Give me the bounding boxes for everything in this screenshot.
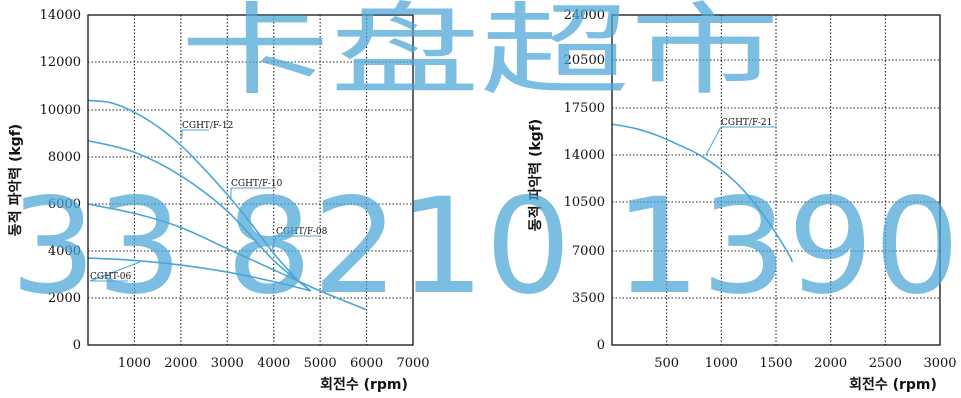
right-series-line-cght-f-21 xyxy=(611,123,794,263)
left-series-label: CGHT/F-08 xyxy=(276,227,328,237)
left-x-tick-label: 2000 xyxy=(164,356,197,371)
right-y-tick-label: 0 xyxy=(597,338,605,353)
left-x-tick-label: 4000 xyxy=(257,356,290,371)
right-x-tick-label: 500 xyxy=(654,356,679,371)
right-grid xyxy=(612,15,940,345)
right-plot-frame xyxy=(611,14,941,346)
left-series-line-cght-f-10 xyxy=(87,139,312,292)
left-y-axis-title: 동적 파악력 (kgf) xyxy=(7,124,24,236)
right-chart: CGHT/F-21 0 3500 7000 10500 14000 17500 20500 2… xyxy=(527,8,957,393)
left-series-label: CGHT-06 xyxy=(90,272,132,282)
left-chart: CGHT/F-12 CGHT/F-10 CGHT/F-08 CGHT-06 0 2000… xyxy=(7,8,430,393)
left-y-tick-label: 0 xyxy=(73,338,81,353)
left-series-label-leader xyxy=(271,235,277,251)
right-x-tick-label: 1500 xyxy=(759,356,792,371)
left-x-tick-label: 6000 xyxy=(350,356,383,371)
right-x-axis-title: 회전수 (rpm) xyxy=(849,376,937,393)
right-y-tick-label: 24000 xyxy=(564,8,605,23)
right-y-tick-label: 10500 xyxy=(564,195,605,210)
left-y-tick-label: 12000 xyxy=(40,55,81,70)
right-y-axis-title: 동적 파악력 (kgf) xyxy=(527,119,544,231)
right-tick-labels: 0 3500 7000 10500 14000 17500 20500 24000 500 100… xyxy=(564,8,957,371)
right-series-label: CGHT/F-21 xyxy=(721,118,772,128)
right-series-label-leader xyxy=(705,126,722,156)
right-x-tick-label: 2000 xyxy=(814,356,847,371)
right-y-tick-label: 20500 xyxy=(564,53,605,68)
left-series-group: CGHT/F-12 CGHT/F-10 CGHT/F-08 CGHT-06 xyxy=(87,99,367,311)
right-y-tick-label: 17500 xyxy=(564,101,605,116)
left-series-label: CGHT/F-12 xyxy=(182,121,233,131)
left-plot-frame xyxy=(87,14,414,346)
left-series-line-cght-f-12 xyxy=(87,99,312,292)
left-x-tick-label: 1000 xyxy=(118,356,151,371)
left-y-tick-label: 4000 xyxy=(48,244,81,259)
left-x-tick-label: 7000 xyxy=(396,356,429,371)
right-x-tick-label: 1000 xyxy=(705,356,738,371)
right-series-group: CGHT/F-21 xyxy=(611,118,794,263)
right-y-tick-label: 14000 xyxy=(564,148,605,163)
left-x-tick-label: 5000 xyxy=(304,356,337,371)
left-grid xyxy=(88,15,413,345)
left-series-line-cght-f-08 xyxy=(87,203,367,311)
left-y-tick-label: 2000 xyxy=(48,291,81,306)
left-x-tick-label: 3000 xyxy=(211,356,244,371)
left-series-label: CGHT/F-10 xyxy=(231,179,283,189)
right-x-tick-label: 2500 xyxy=(869,356,902,371)
left-tick-labels: 0 2000 4000 6000 8000 10000 12000 14000 1000 2000… xyxy=(40,8,430,371)
left-y-tick-label: 6000 xyxy=(48,197,81,212)
right-y-tick-label: 3500 xyxy=(572,291,605,306)
left-series-label-leader xyxy=(89,261,141,282)
left-series-line-cght-06 xyxy=(87,257,312,292)
left-y-tick-label: 10000 xyxy=(40,103,81,118)
right-y-tick-label: 7000 xyxy=(572,244,605,259)
left-y-tick-label: 8000 xyxy=(48,150,81,165)
right-x-tick-label: 3000 xyxy=(923,356,956,371)
left-x-axis-title: 회전수 (rpm) xyxy=(320,376,408,393)
left-y-tick-label: 14000 xyxy=(40,8,81,23)
